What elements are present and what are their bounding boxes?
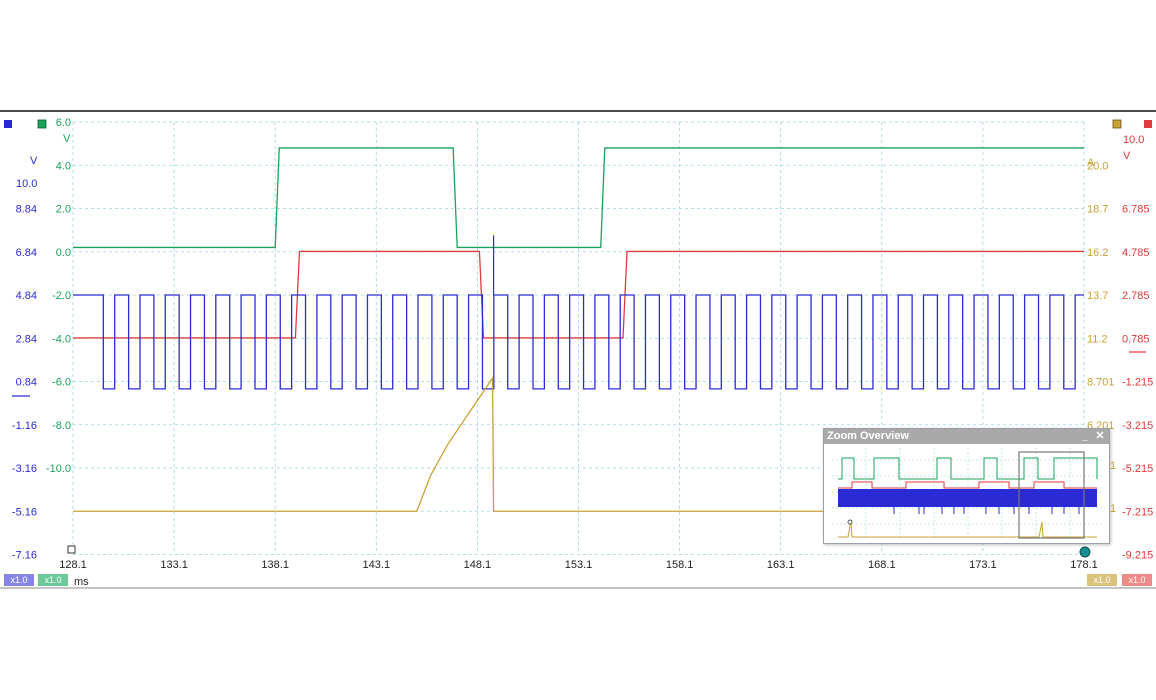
zoom-gold-trace (838, 519, 1097, 538)
gold-axis-unit: A (1087, 157, 1095, 169)
x-tick-4: 148.1 (464, 559, 492, 571)
blue-tick-2: 4.84 (16, 290, 37, 302)
gold-trace (73, 375, 1084, 512)
right-cursor-handle[interactable] (1079, 546, 1091, 558)
x-tick-7: 163.1 (767, 559, 795, 571)
blue-tick-3: 2.84 (16, 333, 37, 345)
x-tick-6: 158.1 (666, 559, 694, 571)
blue-tick-5: -1.16 (12, 420, 37, 432)
green-tick-2: 2.0 (56, 204, 71, 216)
green-tick-5: -4.0 (52, 333, 71, 345)
zoom-viewport[interactable] (1018, 451, 1085, 539)
green-axis-ticks: 6.0 4.0 2.0 0.0 -2.0 -4.0 -6.0 -8.0 -10.0 (46, 117, 71, 475)
green-tick-1: 4.0 (56, 160, 71, 172)
blue-axis-unit: V (30, 155, 38, 167)
blue-tick-0: 8.84 (16, 204, 37, 216)
green-axis-unit: V (63, 133, 71, 145)
red-tick-0: 6.785 (1122, 204, 1150, 216)
zoom-blue-band (838, 489, 1097, 507)
left-cursor-handle[interactable] (67, 545, 76, 554)
red-tick-5: -3.215 (1122, 420, 1153, 432)
green-scale-badge[interactable]: x1.0 (38, 574, 68, 586)
zoom-traces (838, 457, 1098, 538)
red-scale-badge[interactable]: x1.0 (1122, 574, 1152, 586)
blue-tick-7: -5.16 (12, 506, 37, 518)
blue-axis-top: 10.0 (16, 178, 37, 190)
red-tick-2: 2.785 (1122, 290, 1150, 302)
x-tick-9: 173.1 (969, 559, 997, 571)
red-tick-1: 4.785 (1122, 247, 1150, 259)
x-tick-10: 178.1 (1070, 559, 1098, 571)
x-tick-8: 168.1 (868, 559, 896, 571)
blue-channel-marker[interactable] (4, 120, 12, 128)
x-axis-ticks: 128.1 133.1 138.1 143.1 148.1 153.1 158.1 163.1… (59, 559, 1098, 571)
zoom-overview-title: Zoom Overview (827, 430, 909, 442)
gold-tick-0: 20.0 (1087, 160, 1108, 172)
red-axis-unit: V (1123, 150, 1131, 162)
zoom-green-trace (838, 457, 1098, 480)
traces (73, 147, 1084, 512)
green-tick-4: -2.0 (52, 290, 71, 302)
gold-channel-marker[interactable] (1112, 119, 1122, 129)
gold-tick-3: 13.7 (1087, 290, 1108, 302)
red-tick-8: -9.215 (1122, 550, 1153, 562)
green-tick-7: -8.0 (52, 420, 71, 432)
minimize-icon[interactable]: _ (1081, 430, 1089, 442)
blue-tick-4: 0.84 (16, 377, 37, 389)
green-tick-8: -10.0 (46, 463, 71, 475)
green-tick-3: 0.0 (56, 247, 71, 259)
gold-tick-5: 8.701 (1087, 377, 1115, 389)
blue-tick-1: 6.84 (16, 247, 37, 259)
zoom-overview-canvas[interactable] (824, 444, 1109, 543)
blue-axis-ticks: 8.84 6.84 4.84 2.84 0.84 -1.16 -3.16 -5.16 -7.16 (12, 204, 37, 562)
blue-tick-6: -3.16 (12, 463, 37, 475)
x-tick-2: 138.1 (261, 559, 289, 571)
green-tick-0: 6.0 (56, 117, 71, 129)
blue-tick-8: -7.16 (12, 550, 37, 562)
zoom-overview-titlebar[interactable]: Zoom Overview _ ✕ (824, 429, 1109, 444)
gold-tick-4: 11.2 (1087, 333, 1108, 345)
red-tick-4: -1.215 (1122, 377, 1153, 389)
red-tick-3: 0.785 (1122, 333, 1150, 345)
zoom-overview-window[interactable]: Zoom Overview _ ✕ (823, 428, 1110, 544)
green-tick-6: -6.0 (52, 377, 71, 389)
red-tick-6: -5.215 (1122, 463, 1153, 475)
red-axis-ticks: 6.785 4.785 2.785 0.785 -1.215 -3.215 -5.215 -7… (1122, 204, 1153, 562)
green-trace (73, 147, 1084, 249)
blue-scale-badge[interactable]: x1.0 (4, 574, 34, 586)
zoom-red-trace (838, 481, 1097, 489)
red-axis-top: 10.0 (1123, 134, 1144, 146)
gold-tick-10: 1.299 (1087, 0, 1115, 3)
blue-trace (73, 294, 1084, 390)
x-axis-unit: ms (74, 576, 89, 588)
x-tick-0: 128.1 (59, 559, 87, 571)
x-tick-1: 133.1 (160, 559, 188, 571)
green-channel-marker[interactable] (37, 119, 47, 129)
gold-tick-2: 16.2 (1087, 247, 1108, 259)
x-tick-3: 143.1 (363, 559, 391, 571)
gold-partial-label-1: 1 (1110, 460, 1116, 472)
x-tick-5: 153.1 (565, 559, 593, 571)
close-icon[interactable]: ✕ (1095, 430, 1105, 442)
gold-scale-badge[interactable]: x1.0 (1087, 574, 1117, 586)
gold-partial-label-2: 1 (1110, 503, 1116, 515)
red-channel-marker[interactable] (1144, 120, 1152, 128)
red-tick-7: -7.215 (1122, 506, 1153, 518)
gold-tick-1: 18.7 (1087, 204, 1108, 216)
zoom-cursor-marker (847, 519, 853, 525)
